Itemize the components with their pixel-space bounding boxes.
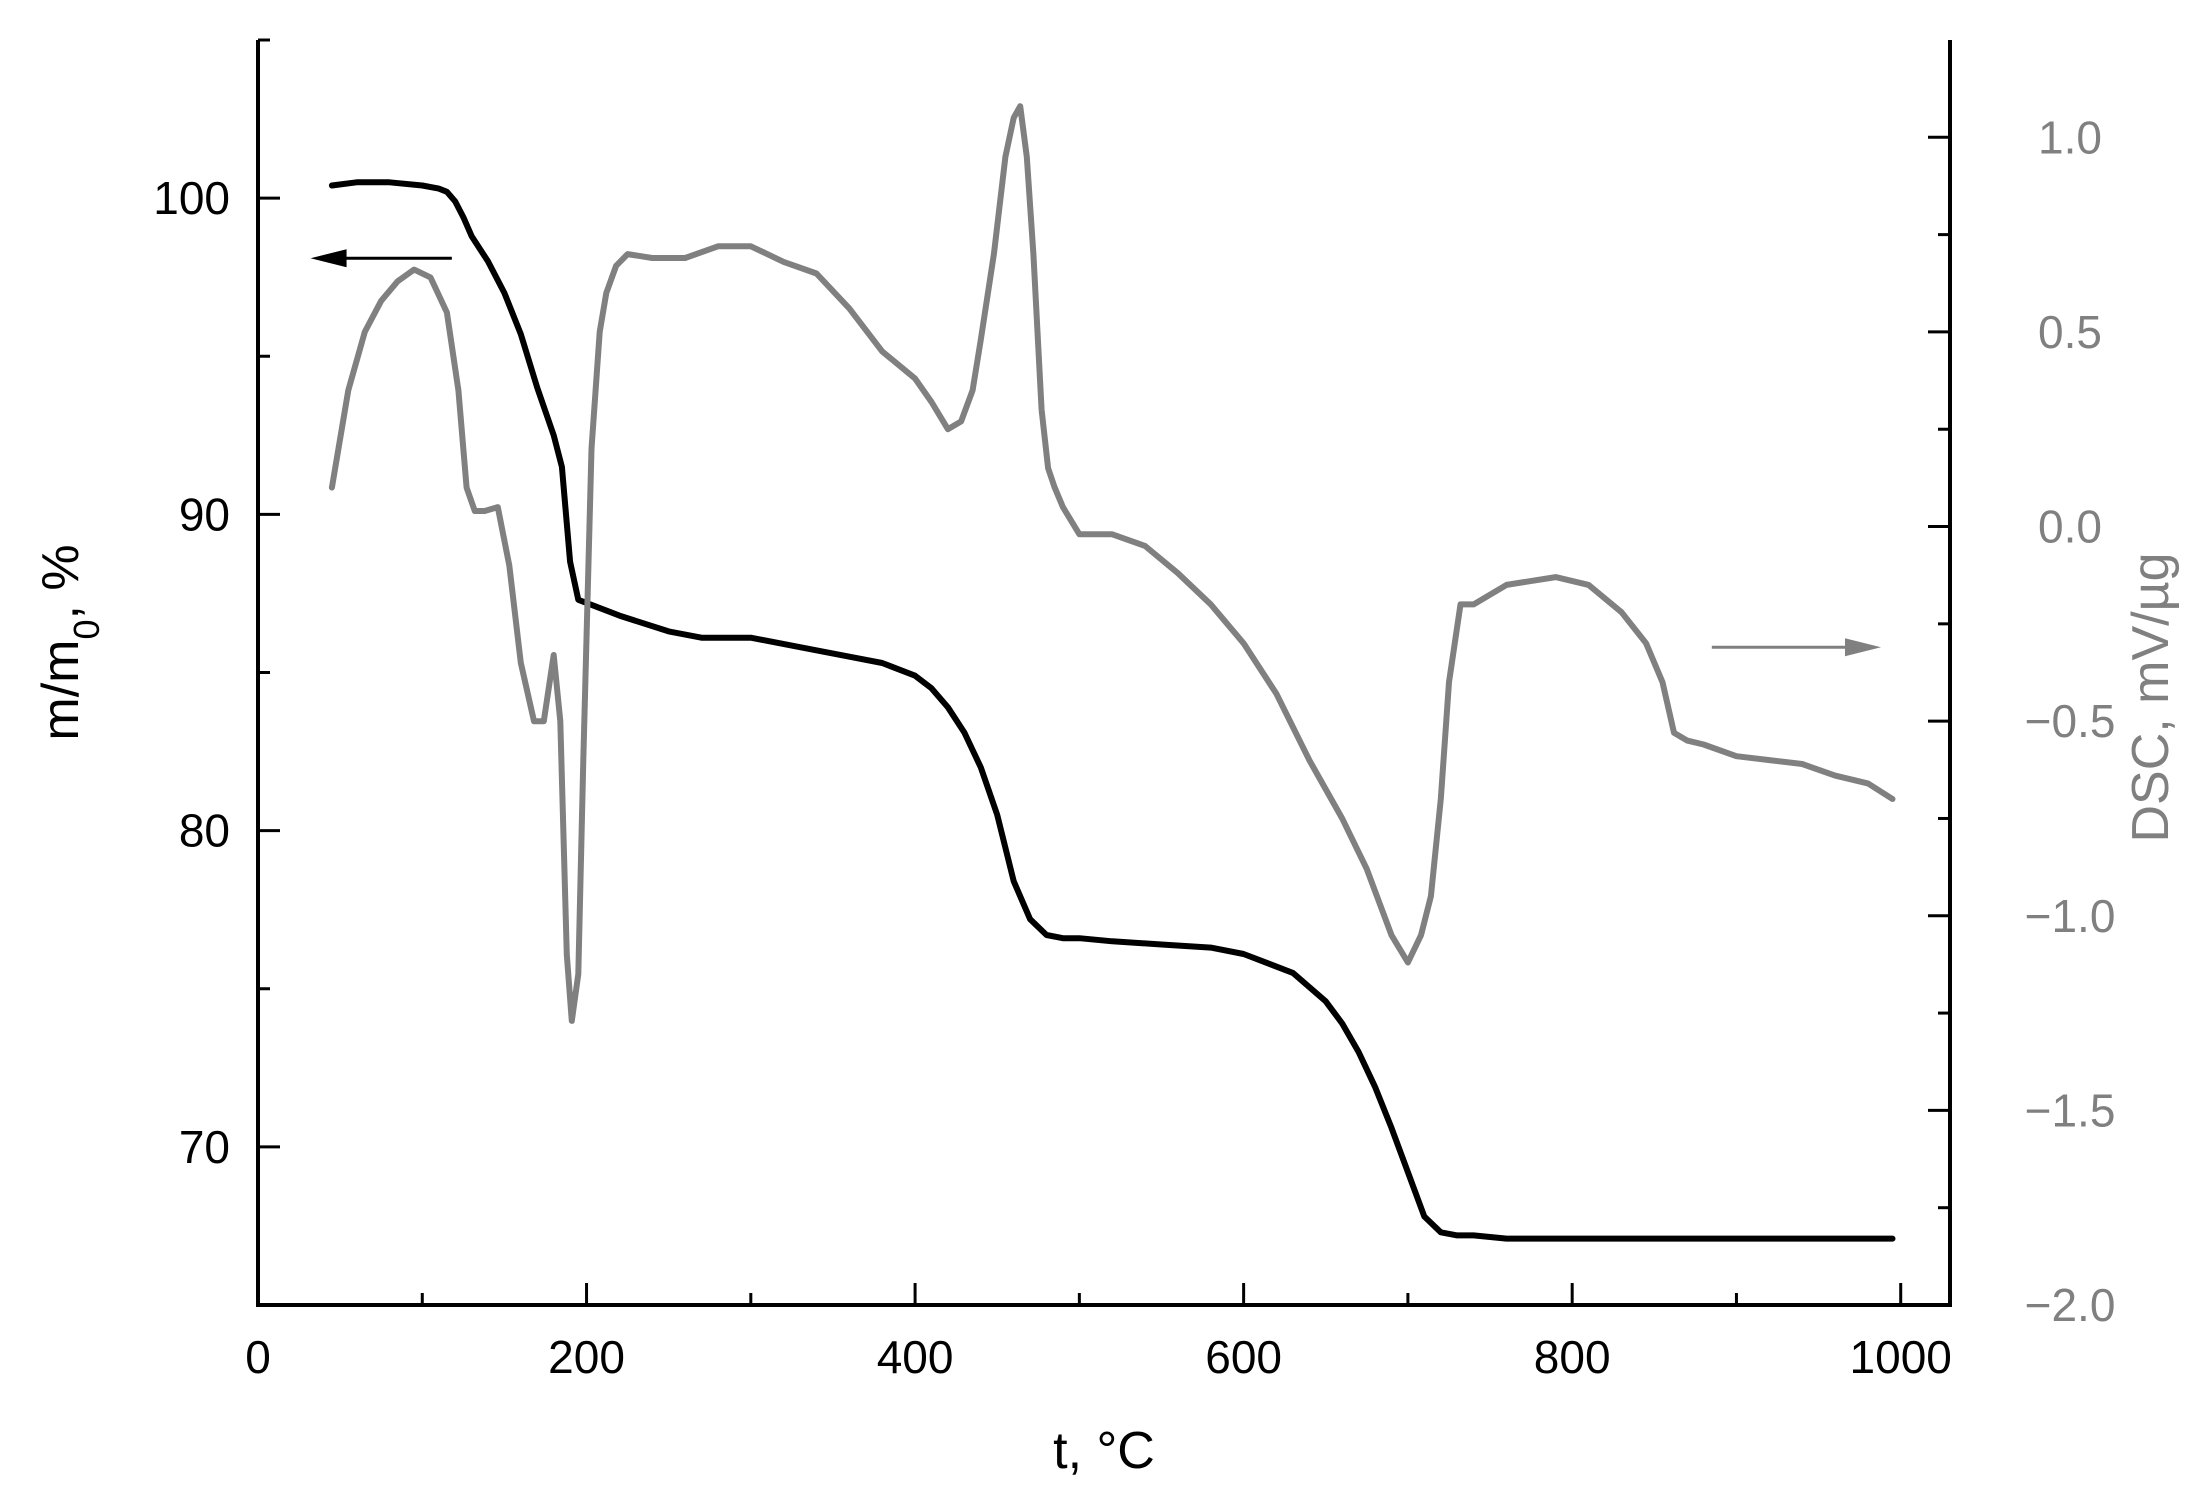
left-axis-arrow <box>310 249 452 268</box>
x-tick-label: 1000 <box>1850 1331 1952 1383</box>
arrow-head <box>1845 638 1882 657</box>
axis-arrows <box>310 249 1882 657</box>
data-series <box>328 103 1896 1242</box>
left-y-tick-label: 100 <box>153 172 230 224</box>
x-ticks: 0 200 400 600 800 1000 <box>245 1283 1952 1383</box>
left-y-tick-label: 70 <box>179 1121 230 1173</box>
right-y-ticks: −2.0 −1.5 −1.0 −0.5 0.0 0.5 1.0 <box>1928 111 2115 1331</box>
dsc-series-line <box>328 103 1896 1024</box>
right-y-tick-label: −1.0 <box>2025 890 2116 942</box>
right-y-tick-label: 0.0 <box>2038 501 2102 553</box>
x-axis-title: t, °C <box>1053 1422 1155 1480</box>
x-tick-label: 400 <box>877 1331 954 1383</box>
left-y-axis-title-base: m/m <box>32 640 90 741</box>
right-axis-arrow <box>1711 638 1882 657</box>
right-y-axis-title: DSC, mV/µg <box>2122 552 2180 842</box>
right-y-tick-label: 0.5 <box>2038 306 2102 358</box>
left-y-axis-title-subscript: 0 <box>66 620 107 640</box>
left-y-tick-label: 90 <box>179 488 230 540</box>
x-tick-label: 200 <box>548 1331 625 1383</box>
right-y-tick-label: −2.0 <box>2025 1279 2116 1331</box>
arrow-head <box>310 249 347 268</box>
right-y-tick-label: −1.5 <box>2025 1084 2116 1136</box>
x-tick-label: 600 <box>1205 1331 1282 1383</box>
right-y-tick-label: 1.0 <box>2038 111 2102 163</box>
left-y-ticks: 70 80 90 100 <box>153 38 280 1307</box>
axes <box>256 40 1952 1307</box>
left-y-tick-label: 80 <box>179 805 230 857</box>
left-y-axis-title: m/m0, % <box>32 544 107 740</box>
tg-mass-series-line <box>328 179 1896 1242</box>
x-tick-label: 0 <box>245 1331 271 1383</box>
x-tick-label: 800 <box>1534 1331 1611 1383</box>
left-y-axis-title-rest: , % <box>32 544 90 619</box>
right-y-tick-label: −0.5 <box>2025 695 2116 747</box>
